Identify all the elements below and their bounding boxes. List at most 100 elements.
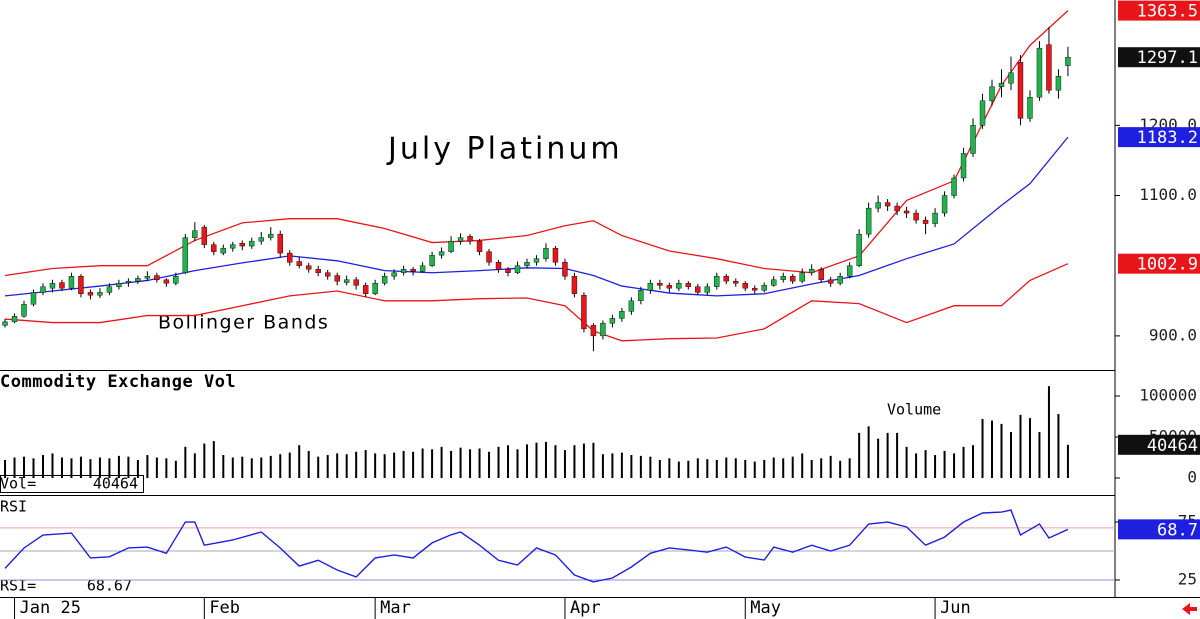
panel-title: Commodity Exchange Vol [0,372,236,392]
annotation: Bollinger Bands [158,312,329,334]
volume-bar [1028,418,1031,478]
candle-body [1065,56,1071,66]
candle-body [154,275,160,280]
candle-body [865,207,872,235]
volume-bar [98,457,101,478]
volume-bar [934,455,937,478]
candle-body [979,100,986,126]
candle-body [372,283,378,294]
volume-bar [307,450,310,478]
y-tick-label: 100000 [1139,385,1197,404]
volume-bar [488,451,491,478]
candle-body [1036,47,1043,98]
volume-bar [402,450,405,478]
candle-body [182,237,189,273]
candle-body [343,279,350,283]
candle-body [846,265,853,277]
volume-bar [972,445,975,478]
candle-body [666,285,673,289]
volume-bar [23,456,26,478]
volume-bar [222,455,225,478]
volume-bar [896,432,899,478]
candle-body [353,279,359,286]
candle-body [163,279,170,284]
candle-body [438,251,445,256]
candle-body [144,276,151,279]
last-price-value: 1297.1 [1137,48,1198,68]
candle-body [989,86,995,101]
volume-bar [953,453,956,478]
volume-bar [848,458,851,478]
candle-body [306,265,312,270]
rsi-line [4,509,1069,583]
candle-body [628,300,635,312]
scroll-arrow[interactable] [1182,603,1197,615]
candle-body [220,247,227,254]
candle-body [106,286,113,293]
candle-body [619,311,625,319]
candle-body [21,304,27,317]
candle-body [192,230,198,238]
candle-body [1027,97,1033,119]
candle-body [960,153,967,179]
volume-bar [867,426,870,478]
candle-body [495,262,502,270]
volume-bar [32,458,35,478]
volume-bar [611,453,614,478]
volume-bar [639,455,642,478]
volume-bar [1019,414,1022,478]
candle-body [40,286,46,293]
volume-bar [260,457,263,478]
volume-bar [829,455,832,478]
last-volume-value-box [1118,434,1200,455]
volume-bar [696,458,699,478]
candle-body [837,276,843,284]
last-price-value-box [1118,47,1200,68]
volume-bar [184,446,187,478]
y-tick-label: 900.0 [1149,325,1197,344]
candle-body [657,283,663,286]
volume-bar [601,454,604,478]
candle-body [913,212,919,221]
volume-bar [288,452,291,478]
candle-body [135,278,141,282]
volume-bar [355,451,358,478]
candle-body [571,276,578,294]
candle-body [277,233,283,254]
volume-bar [298,445,301,478]
band-lower [4,263,1069,342]
volume-bar [231,457,234,478]
candle-body [894,205,900,212]
volume-bar [13,457,16,478]
volume-bar [412,451,415,478]
candle-body [324,272,331,277]
candle-body [562,262,568,277]
volume-bar [1000,423,1003,478]
volume-bar [1009,432,1012,478]
volume-bar [4,459,7,478]
middle-band-value-box [1118,127,1200,148]
volume-bar [146,455,149,478]
candle-body [771,279,777,286]
volume-bar [839,460,842,478]
volume-bar [364,450,367,478]
candle-body [429,254,435,266]
volume-bar [459,447,462,478]
volume-bar [393,452,396,478]
candle-body [922,219,929,224]
volume-bar [516,449,519,478]
volume-bar [317,456,320,478]
candle-body [752,287,758,291]
candle-body [2,321,8,326]
volume-bar [915,453,918,478]
candle-body [600,323,606,337]
candle-body [742,283,748,289]
volume-bar [89,459,92,478]
volume-bar [563,450,566,478]
candle-body [1055,76,1062,91]
candle-body [362,285,369,294]
candle-body [676,283,682,289]
candle-body [543,247,549,259]
volume-bar [383,454,386,478]
